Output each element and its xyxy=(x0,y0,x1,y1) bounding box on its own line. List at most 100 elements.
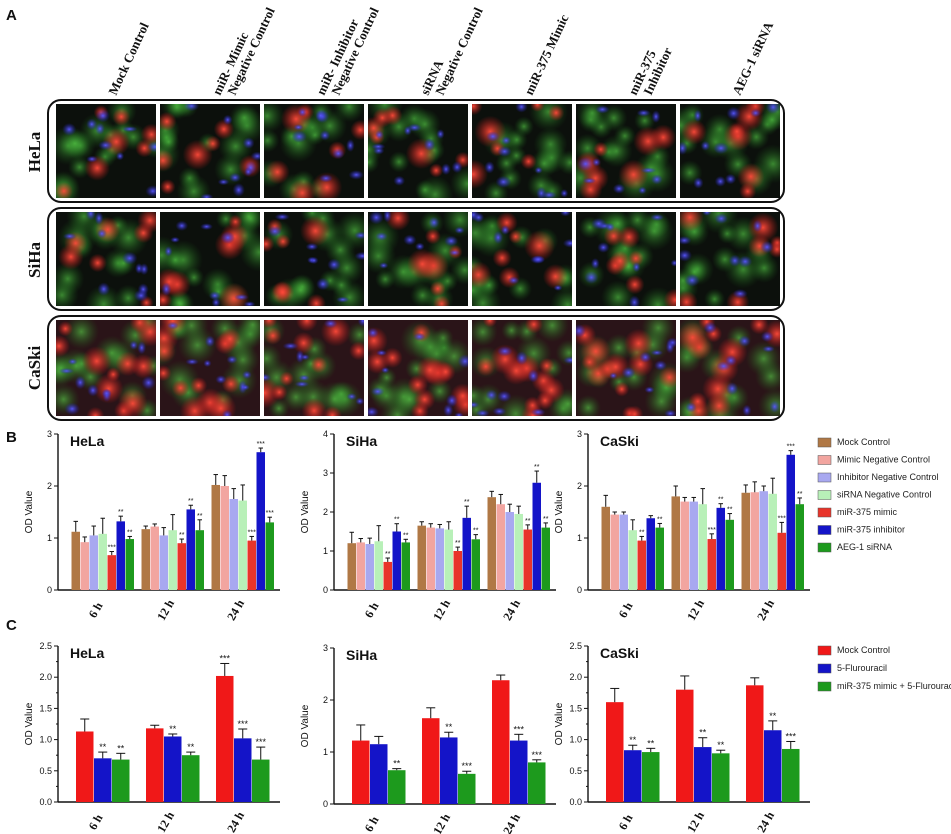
bar xyxy=(265,522,274,590)
significance-label: *** xyxy=(531,750,542,760)
category-label: 12 h xyxy=(154,597,177,623)
y-tick-label: 2.0 xyxy=(39,672,52,682)
bar xyxy=(642,752,660,802)
bar xyxy=(606,702,624,802)
legend-swatch xyxy=(817,437,832,448)
significance-label: ** xyxy=(639,529,645,536)
chart-title: HeLa xyxy=(70,645,104,661)
significance-label: ** xyxy=(718,497,724,504)
significance-label: ** xyxy=(629,735,637,745)
column-label-6-0: AEG-1 siRNA xyxy=(729,19,776,98)
y-tick-label: 0 xyxy=(323,585,328,595)
significance-label: ** xyxy=(534,464,540,471)
y-tick-label: 4 xyxy=(323,429,328,439)
bar xyxy=(352,740,370,804)
bar xyxy=(164,736,182,802)
y-tick-label: 2.5 xyxy=(569,641,582,651)
y-axis-label: OD Value xyxy=(554,702,565,745)
bar xyxy=(707,539,716,590)
bar xyxy=(676,689,694,802)
micrograph-tile-r0-c1 xyxy=(160,104,260,198)
bar xyxy=(541,527,550,590)
bar xyxy=(383,561,392,590)
bar xyxy=(750,492,759,590)
bar xyxy=(125,539,134,590)
bar xyxy=(725,519,734,590)
y-axis-label: OD Value xyxy=(24,702,35,745)
column-label-4-0: miR-375 Mimic xyxy=(521,12,571,97)
legend-entry: Mock Control xyxy=(837,645,890,655)
bar xyxy=(238,500,247,590)
significance-label: *** xyxy=(785,731,796,741)
legend-panel-b: Mock Control Mimic Negative Control Inhibi… xyxy=(817,437,939,553)
bar xyxy=(680,501,689,590)
micrograph-tile-r2-c3 xyxy=(368,320,468,416)
significance-label: ** xyxy=(647,738,655,748)
bar xyxy=(764,730,782,802)
bar xyxy=(786,454,795,590)
micrograph-tile-r2-c5 xyxy=(576,320,676,416)
bar xyxy=(471,539,480,590)
y-tick-label: 0 xyxy=(323,799,328,809)
significance-label: *** xyxy=(257,441,265,448)
bar xyxy=(426,527,435,590)
bar xyxy=(112,759,130,802)
bar xyxy=(628,530,637,590)
panel-letter-c: C xyxy=(6,617,17,634)
y-tick-label: 3 xyxy=(577,429,582,439)
bar xyxy=(195,530,204,590)
bar xyxy=(80,542,89,590)
category-label: 12 h xyxy=(430,811,453,834)
category-label: 24 h xyxy=(224,597,247,623)
significance-label: ** xyxy=(727,507,733,514)
significance-label: ** xyxy=(543,516,549,523)
panel-letter-a: A xyxy=(6,7,17,24)
legend-swatch xyxy=(817,490,832,500)
bar xyxy=(211,484,220,590)
chart-c-caski: 0.0 0.5 1.0 1.5 2.0 2.5 OD Value CaSki ** ** 6 h **… xyxy=(554,641,810,834)
row-frame-caski xyxy=(47,315,785,421)
micrograph-tile-r0-c6 xyxy=(680,104,780,198)
y-tick-label: 0.0 xyxy=(39,797,52,807)
bar xyxy=(182,755,200,802)
y-tick-label: 1 xyxy=(323,546,328,556)
category-label: 12 h xyxy=(430,597,453,623)
micrograph-tile-r1-c6 xyxy=(680,212,780,306)
bar xyxy=(601,506,610,590)
y-tick-label: 2 xyxy=(577,481,582,491)
micrograph-tile-r0-c0 xyxy=(56,104,156,198)
bar xyxy=(401,542,410,590)
y-tick-label: 0.0 xyxy=(569,797,582,807)
y-tick-label: 2 xyxy=(323,695,328,705)
y-tick-label: 0 xyxy=(577,585,582,595)
significance-label: ** xyxy=(403,532,409,539)
bar xyxy=(759,491,768,590)
significance-label: *** xyxy=(266,510,274,517)
y-tick-label: 3 xyxy=(323,468,328,478)
significance-label: ** xyxy=(455,540,461,547)
bar xyxy=(453,551,462,590)
bar xyxy=(422,718,440,804)
significance-label: ** xyxy=(187,742,195,752)
bar xyxy=(523,529,532,590)
y-tick-label: 3 xyxy=(47,429,52,439)
category-label: 6 h xyxy=(86,599,106,620)
legend-swatch xyxy=(817,455,832,465)
legend-swatch xyxy=(817,472,832,483)
bar xyxy=(159,535,168,590)
significance-label: ** xyxy=(473,528,479,535)
bar xyxy=(458,773,476,804)
bar xyxy=(247,540,256,590)
micrograph-tile-r1-c0 xyxy=(56,212,156,306)
y-axis-label: OD Value xyxy=(300,490,311,533)
legend-entry: Mock Control xyxy=(837,437,890,447)
bar xyxy=(619,514,628,590)
bar xyxy=(487,497,496,590)
bar xyxy=(655,527,664,590)
bar xyxy=(637,540,646,590)
y-tick-label: 0 xyxy=(47,585,52,595)
category-label: 24 h xyxy=(500,597,523,623)
chart-b-siha: 0 1 2 3 4 OD Value SiHa ** ** ** 6 h ** ** ** 12 h ** **… xyxy=(300,429,556,623)
